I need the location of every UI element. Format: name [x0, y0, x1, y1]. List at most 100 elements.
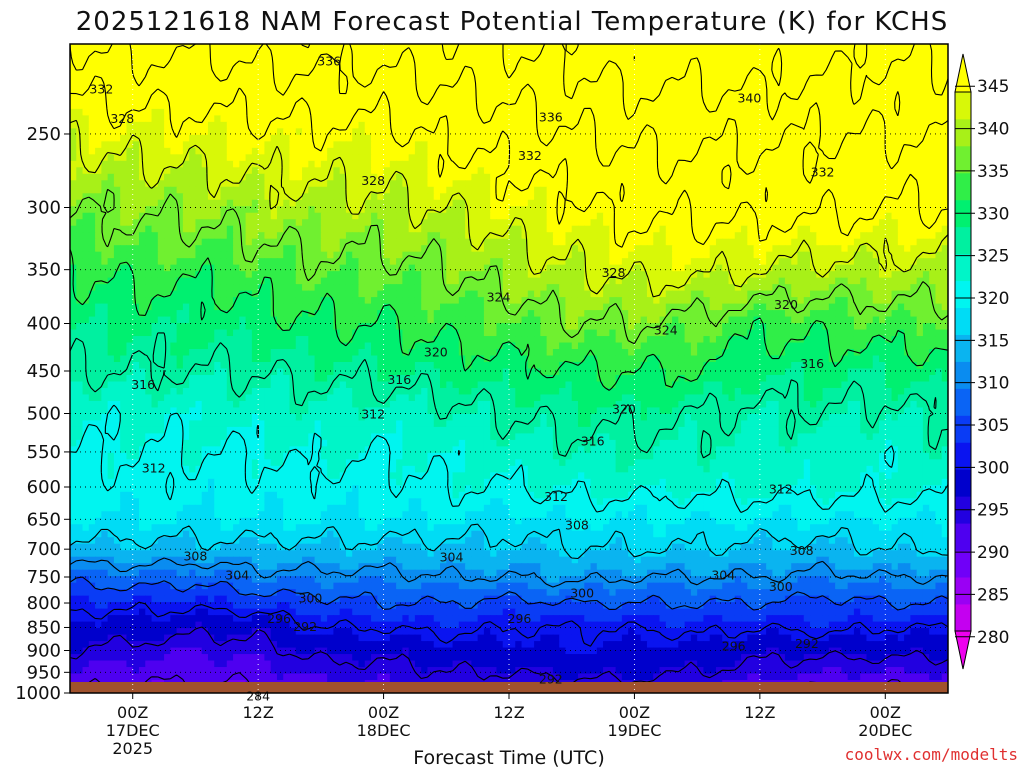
- field-cell: [320, 232, 328, 240]
- field-cell: [759, 115, 767, 123]
- field-cell: [107, 232, 115, 240]
- field-cell: [603, 69, 610, 78]
- field-cell: [414, 82, 422, 91]
- field-cell: [672, 121, 679, 129]
- field-cell: [502, 232, 510, 240]
- field-cell: [778, 108, 786, 116]
- field-cell: [490, 160, 498, 168]
- field-cell: [145, 154, 153, 162]
- field-cell: [333, 180, 341, 188]
- field-cell: [226, 95, 234, 104]
- field-cell: [345, 225, 353, 233]
- field-cell: [741, 264, 748, 272]
- field-cell: [665, 82, 673, 91]
- field-cell: [734, 180, 742, 188]
- field-cell: [772, 212, 780, 220]
- field-cell: [734, 82, 742, 91]
- field-cell: [822, 186, 830, 194]
- field-cell: [433, 56, 441, 65]
- field-cell: [245, 134, 253, 142]
- field-cell: [138, 173, 146, 181]
- field-cell: [810, 193, 817, 201]
- field-cell: [345, 102, 353, 110]
- field-cell: [214, 219, 222, 227]
- field-cell: [289, 102, 297, 110]
- field-cell: [866, 44, 874, 52]
- field-cell: [929, 160, 937, 168]
- field-cell: [502, 128, 510, 136]
- field-cell: [803, 108, 811, 116]
- field-cell: [207, 121, 215, 129]
- field-cell: [766, 50, 773, 58]
- field-cell: [797, 141, 805, 149]
- field-cell: [483, 82, 491, 91]
- field-cell: [634, 121, 642, 129]
- field-cell: [571, 180, 579, 188]
- field-cell: [609, 44, 617, 52]
- field-cell: [201, 82, 209, 91]
- field-cell: [126, 63, 134, 71]
- field-cell: [596, 82, 604, 91]
- field-cell: [941, 102, 948, 110]
- field-cell: [646, 76, 654, 84]
- field-cell: [797, 199, 805, 207]
- field-cell: [302, 69, 309, 78]
- field-cell: [490, 115, 498, 123]
- field-cell: [759, 212, 767, 220]
- field-cell: [446, 212, 454, 220]
- field-cell: [176, 102, 184, 110]
- field-cell: [709, 193, 717, 201]
- field-cell: [120, 186, 128, 194]
- field-cell: [521, 141, 529, 149]
- field-cell: [615, 193, 623, 201]
- field-cell: [446, 232, 454, 240]
- field-cell: [747, 212, 755, 220]
- field-cell: [709, 141, 717, 149]
- field-cell: [258, 134, 266, 142]
- field-cell: [577, 245, 585, 253]
- field-cell: [916, 219, 924, 227]
- field-cell: [609, 56, 617, 65]
- field-cell: [251, 154, 259, 162]
- field-cell: [646, 115, 654, 123]
- field-cell: [690, 258, 698, 266]
- field-cell: [233, 108, 240, 116]
- field-cell: [496, 115, 504, 123]
- field-cell: [872, 44, 880, 52]
- field-cell: [264, 180, 272, 188]
- field-cell: [634, 69, 642, 78]
- field-cell: [879, 121, 886, 129]
- field-cell: [916, 50, 924, 58]
- field-cell: [653, 271, 661, 279]
- field-cell: [157, 134, 165, 142]
- field-cell: [778, 115, 786, 123]
- field-cell: [107, 225, 115, 233]
- field-cell: [697, 180, 705, 188]
- field-cell: [722, 212, 730, 220]
- field-cell: [646, 167, 654, 175]
- field-cell: [164, 63, 171, 71]
- field-cell: [251, 115, 259, 123]
- field-cell: [233, 199, 240, 207]
- field-cell: [289, 219, 297, 227]
- field-cell: [70, 212, 77, 220]
- field-cell: [452, 134, 460, 142]
- field-cell: [935, 258, 943, 266]
- field-cell: [364, 147, 372, 155]
- field-cell: [922, 173, 930, 181]
- field-cell: [220, 44, 228, 52]
- field-cell: [239, 50, 247, 58]
- field-cell: [935, 95, 943, 104]
- field-cell: [352, 128, 360, 136]
- field-cell: [164, 180, 171, 188]
- field-cell: [703, 102, 711, 110]
- field-cell: [490, 206, 498, 214]
- field-cell: [189, 128, 197, 136]
- field-cell: [345, 121, 353, 129]
- field-cell: [803, 121, 811, 129]
- field-cell: [289, 264, 297, 272]
- field-cell: [628, 180, 636, 188]
- field-cell: [383, 180, 391, 188]
- field-cell: [258, 69, 266, 78]
- field-cell: [295, 147, 303, 155]
